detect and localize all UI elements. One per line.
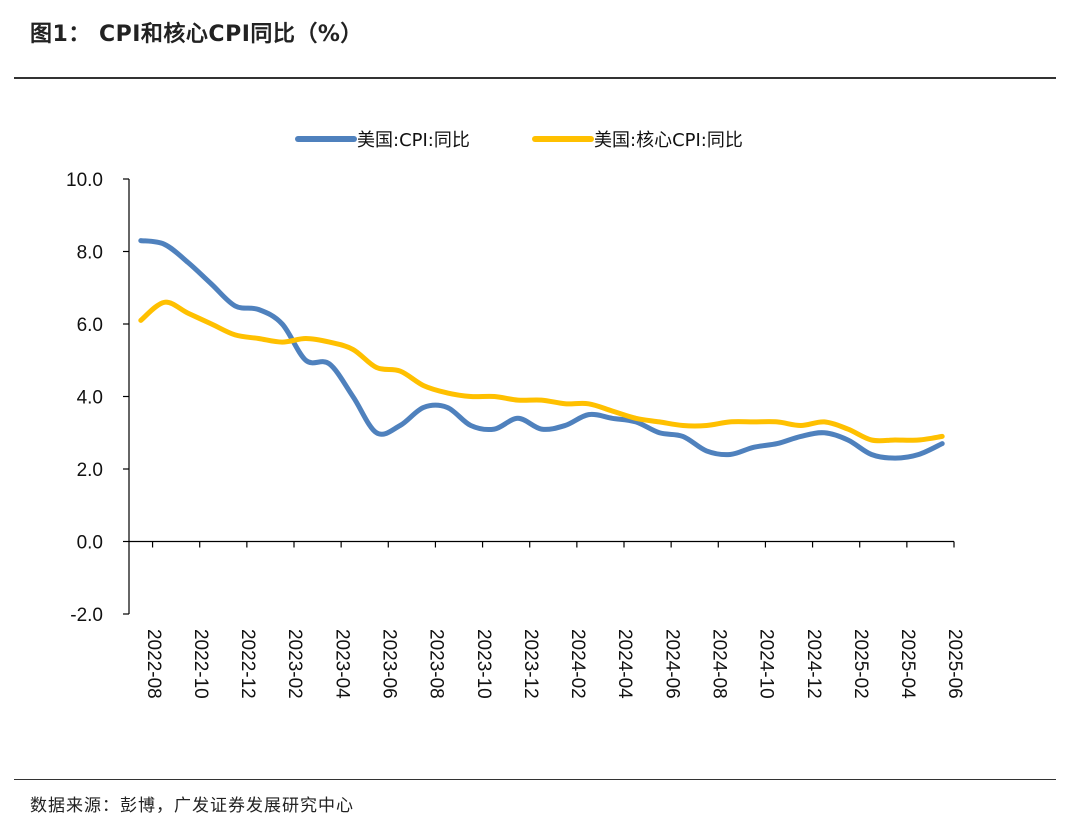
y-tick-label: 0.0 bbox=[77, 533, 103, 554]
figure-title: 图1： CPI和核心CPI同比（%） bbox=[30, 22, 363, 47]
series-line-cpi bbox=[138, 238, 945, 461]
legend-label: 美国:核心CPI:同比 bbox=[594, 130, 743, 151]
series-line-core-cpi bbox=[138, 299, 945, 444]
x-tick-label: 2023-06 bbox=[379, 629, 400, 699]
x-tick-label: 2023-10 bbox=[473, 629, 494, 699]
x-tick-label: 2024-06 bbox=[661, 629, 682, 699]
x-tick-label: 2024-02 bbox=[567, 629, 588, 699]
y-tick-label: 6.0 bbox=[77, 315, 103, 336]
x-tick-label: 2022-10 bbox=[190, 629, 211, 699]
source-note: 数据来源：彭博，广发证券发展研究中心 bbox=[30, 796, 354, 816]
top-divider bbox=[14, 77, 1056, 79]
legend-label: 美国:CPI:同比 bbox=[357, 130, 470, 151]
x-tick-label: 2023-04 bbox=[331, 629, 352, 699]
y-tick-label: 10.0 bbox=[66, 170, 103, 191]
x-tick-label: 2025-02 bbox=[850, 629, 871, 699]
x-tick-label: 2023-02 bbox=[284, 629, 305, 699]
axes: 10.0 8.0 6.0 4.0 2.0 0.0 -2.0 2022-08 2022-10 202… bbox=[66, 170, 965, 699]
x-tick-label: 2023-08 bbox=[426, 629, 447, 699]
x-tick-label: 2024-08 bbox=[709, 629, 730, 699]
x-tick-label: 2022-08 bbox=[143, 629, 164, 699]
x-tick-label: 2024-12 bbox=[803, 629, 824, 699]
x-tick-label: 2025-06 bbox=[944, 629, 965, 699]
x-tick-label: 2024-10 bbox=[756, 629, 777, 699]
y-tick-label: -2.0 bbox=[70, 605, 103, 626]
x-tick-label: 2024-04 bbox=[614, 629, 635, 699]
legend: 美国:CPI:同比 美国:核心CPI:同比 bbox=[295, 130, 743, 151]
y-tick-label: 2.0 bbox=[77, 460, 103, 481]
series-lines bbox=[138, 238, 945, 461]
y-tick-label: 8.0 bbox=[77, 243, 103, 264]
x-tick-label: 2025-04 bbox=[897, 629, 918, 699]
x-tick-label: 2022-12 bbox=[237, 629, 258, 699]
x-tick-label: 2023-12 bbox=[520, 629, 541, 699]
bottom-divider bbox=[14, 779, 1056, 780]
y-tick-label: 4.0 bbox=[77, 388, 103, 409]
